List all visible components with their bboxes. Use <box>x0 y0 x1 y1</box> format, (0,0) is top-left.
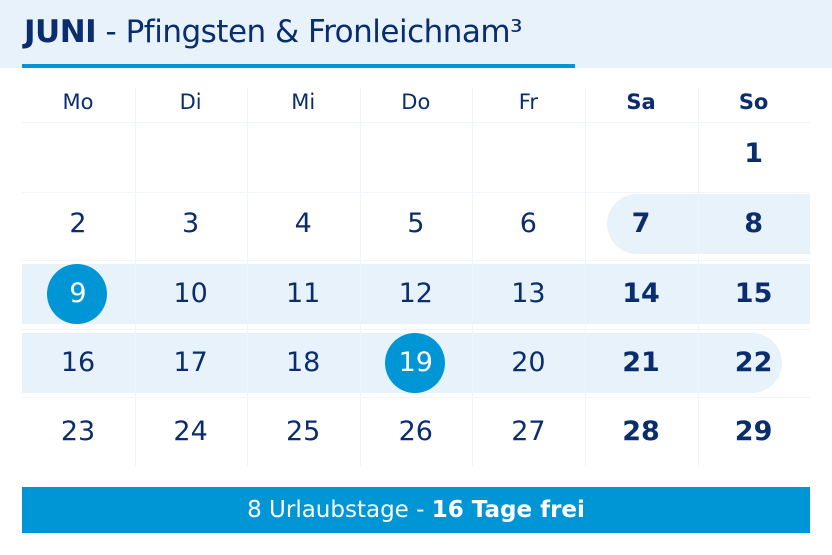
calendar-day[interactable]: 24 <box>173 416 208 447</box>
calendar-day[interactable]: 10 <box>173 278 208 309</box>
month-header: JUNI - Pfingsten & Fronleichnam³ <box>0 0 832 68</box>
grid-column-divider <box>134 88 136 466</box>
calendar-day[interactable]: 3 <box>182 208 200 239</box>
weekday-header: Sa <box>626 90 656 114</box>
grid-column-divider <box>585 88 586 466</box>
calendar-day[interactable]: 22 <box>734 347 773 378</box>
weekday-header: Mo <box>62 90 94 114</box>
title-separator: - <box>96 14 126 50</box>
grid-column-divider <box>247 88 249 466</box>
calendar-day[interactable]: 14 <box>622 278 660 309</box>
calendar-day[interactable]: 11 <box>286 278 321 309</box>
calendar-day[interactable]: 18 <box>286 347 321 378</box>
calendar-day[interactable]: 29 <box>734 416 773 447</box>
month-subtitle: Pfingsten & Fronleichnam³ <box>125 14 523 50</box>
calendar-day[interactable]: 1 <box>744 138 763 169</box>
calendar-day[interactable]: 15 <box>734 278 773 309</box>
month-title: JUNI - Pfingsten & Fronleichnam³ <box>24 14 523 50</box>
calendar-day[interactable]: 6 <box>519 208 537 239</box>
grid-column-divider <box>359 88 361 466</box>
free-days-text: 16 Tage frei <box>431 497 585 523</box>
calendar-day[interactable]: 5 <box>407 208 425 239</box>
grid-row-divider <box>22 329 810 330</box>
weekday-header: Fr <box>518 90 538 114</box>
calendar-day[interactable]: 21 <box>622 347 660 378</box>
grid-column-divider <box>472 88 474 466</box>
title-underline <box>22 64 575 68</box>
calendar-day[interactable]: 28 <box>622 416 660 447</box>
vacation-days-text: 8 Urlaubstage - <box>247 497 432 523</box>
summary-bar: 8 Urlaubstage - 16 Tage frei <box>22 487 810 533</box>
holiday-marker <box>47 264 108 324</box>
calendar-day[interactable]: 20 <box>511 347 546 378</box>
month-name: JUNI <box>24 14 97 50</box>
weekday-header: Mi <box>291 90 316 114</box>
grid-row-divider <box>22 397 810 398</box>
grid-column-divider <box>697 88 699 466</box>
holiday-marker <box>385 333 446 393</box>
grid-row-divider <box>22 122 810 123</box>
calendar-day[interactable]: 26 <box>398 416 433 447</box>
vacation-band-week-3 <box>22 264 810 324</box>
grid-row-divider <box>22 260 810 261</box>
calendar-day[interactable]: 9 <box>69 278 87 309</box>
weekday-header: Di <box>179 90 202 114</box>
calendar-day[interactable]: 23 <box>60 416 96 447</box>
weekday-header: Do <box>401 90 431 114</box>
calendar-day[interactable]: 19 <box>398 347 433 378</box>
calendar-day[interactable]: 7 <box>631 208 651 239</box>
calendar-day[interactable]: 12 <box>398 278 433 309</box>
vacation-band-week-2 <box>607 194 810 254</box>
calendar-day[interactable]: 27 <box>511 416 546 447</box>
calendar-day[interactable]: 8 <box>744 208 763 239</box>
calendar-day[interactable]: 2 <box>69 208 87 239</box>
calendar-day[interactable]: 25 <box>286 416 321 447</box>
calendar-day[interactable]: 13 <box>511 278 546 309</box>
calendar-day[interactable]: 17 <box>173 347 208 378</box>
grid-row-divider <box>22 192 810 193</box>
calendar-day[interactable]: 16 <box>60 347 96 378</box>
weekday-header: So <box>738 90 769 114</box>
calendar-day[interactable]: 4 <box>294 208 312 239</box>
